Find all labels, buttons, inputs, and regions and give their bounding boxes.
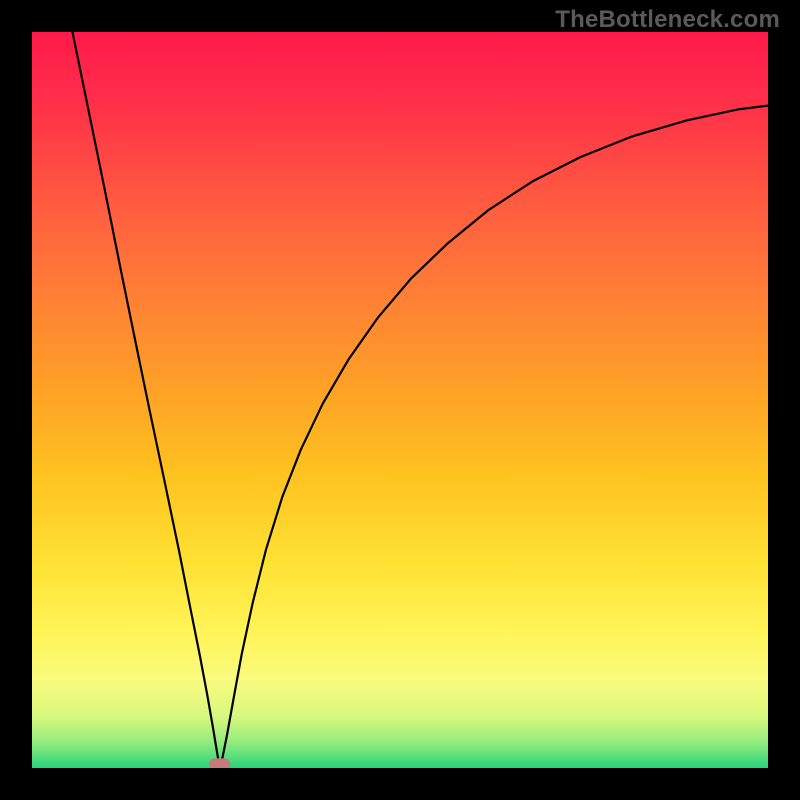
chart-stage: TheBottleneck.com	[0, 0, 800, 800]
source-watermark: TheBottleneck.com	[555, 6, 780, 34]
gradient-background	[32, 32, 768, 768]
bottleneck-chart-svg	[0, 0, 800, 800]
